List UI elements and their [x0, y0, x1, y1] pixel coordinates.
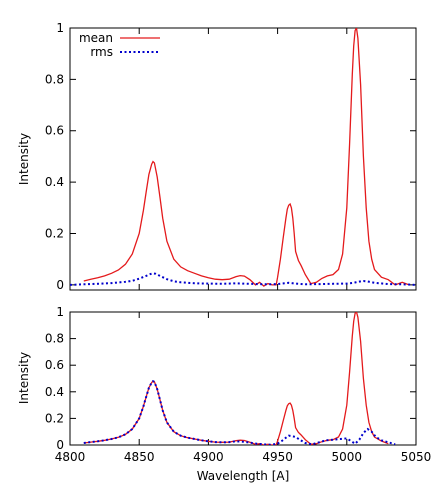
top-y-tick-label: 1	[56, 21, 64, 35]
bottom-series-mean-line	[83, 312, 389, 445]
bottom-panel-y-label: Intensity	[17, 352, 31, 404]
top-series-rms-line	[70, 272, 416, 286]
legend: mean rms	[79, 31, 160, 59]
bottom-y-tick-label: 0.2	[45, 411, 64, 425]
x-axis-label: Wavelength [A]	[197, 469, 290, 483]
x-tick-label: 4900	[193, 450, 224, 464]
bottom-y-tick-label: 1	[56, 305, 64, 319]
x-tick-label: 5050	[401, 450, 432, 464]
top-panel-axes: 0 0.2 0.4 0.6 0.8 1	[45, 21, 417, 292]
bottom-y-tick-label: 0.4	[45, 385, 64, 399]
top-series-mean-line	[83, 28, 410, 287]
bottom-panel-frame	[69, 311, 417, 446]
x-tick-label: 4800	[55, 450, 86, 464]
x-tick-label: 4850	[124, 450, 155, 464]
top-panel-frame	[69, 27, 417, 291]
legend-label-rms: rms	[90, 45, 113, 59]
top-y-tick-label: 0.8	[45, 72, 64, 86]
top-y-tick-label: 0	[56, 278, 64, 292]
x-tick-label: 5000	[332, 450, 363, 464]
bottom-y-tick-label: 0.6	[45, 358, 64, 372]
bottom-series-rms-line	[83, 380, 396, 445]
top-y-tick-label: 0.2	[45, 226, 64, 240]
x-tick-label: 4950	[262, 450, 293, 464]
top-y-tick-label: 0.4	[45, 175, 64, 189]
legend-label-mean: mean	[79, 31, 113, 45]
bottom-y-tick-label: 0	[56, 438, 64, 452]
top-y-tick-label: 0.6	[45, 124, 64, 138]
top-panel-y-label: Intensity	[17, 133, 31, 185]
top-panel-series	[70, 28, 416, 287]
bottom-panel-series	[83, 312, 396, 445]
bottom-panel-axes: 0 0.2 0.4 0.6 0.8 1 4800 4850 4900 4950 5000 5050	[45, 305, 431, 464]
bottom-y-tick-label: 0.8	[45, 332, 64, 346]
